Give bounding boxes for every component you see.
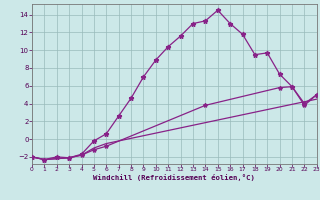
X-axis label: Windchill (Refroidissement éolien,°C): Windchill (Refroidissement éolien,°C) [93,174,255,181]
